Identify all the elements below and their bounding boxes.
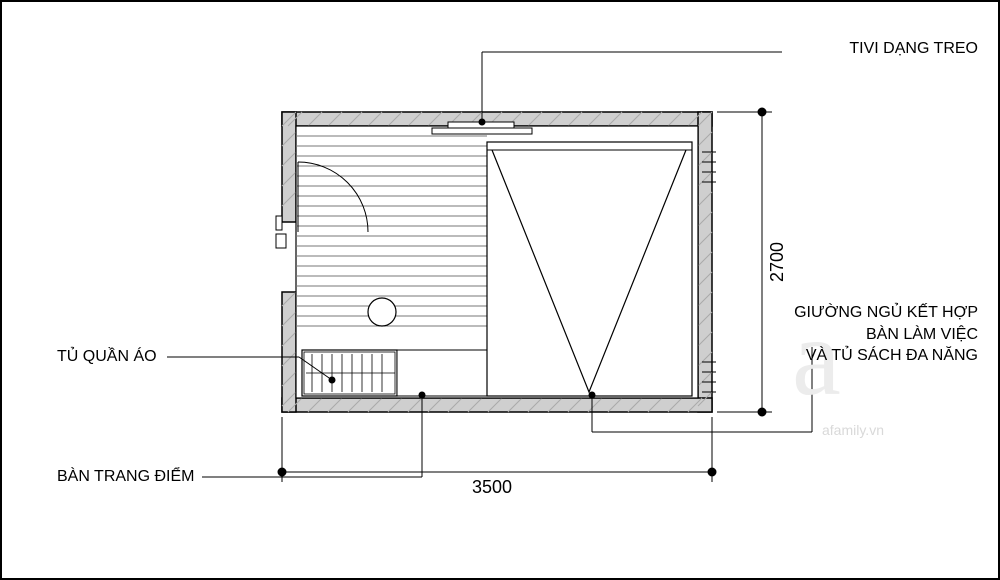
bed-combo [487,142,692,396]
dim-height [717,108,772,416]
round-stool [368,298,396,326]
label-bed: GIƯỜNG NGỦ KẾT HỢP BÀN LÀM VIỆC VÀ TỦ SÁ… [794,302,978,367]
label-bed-l1: GIƯỜNG NGỦ KẾT HỢP [794,304,978,321]
dim-width [278,417,716,482]
dim-width-text: 3500 [472,477,512,498]
vanity [397,350,487,396]
label-tv: TIVI DẠNG TREO [849,40,978,58]
dim-height-text: 2700 [767,242,788,282]
watermark-site: afamily.vn [822,422,884,438]
label-vanity: BÀN TRANG ĐIỂM [57,468,195,486]
wardrobe [302,350,397,396]
label-bed-l2: BÀN LÀM VIỆC [866,326,978,343]
label-wardrobe: TỦ QUẦN ÁO [57,348,157,366]
floorplan-page: a afamily.vn [0,0,1000,580]
label-bed-l3: VÀ TỦ SÁCH ĐA NĂNG [806,347,978,364]
